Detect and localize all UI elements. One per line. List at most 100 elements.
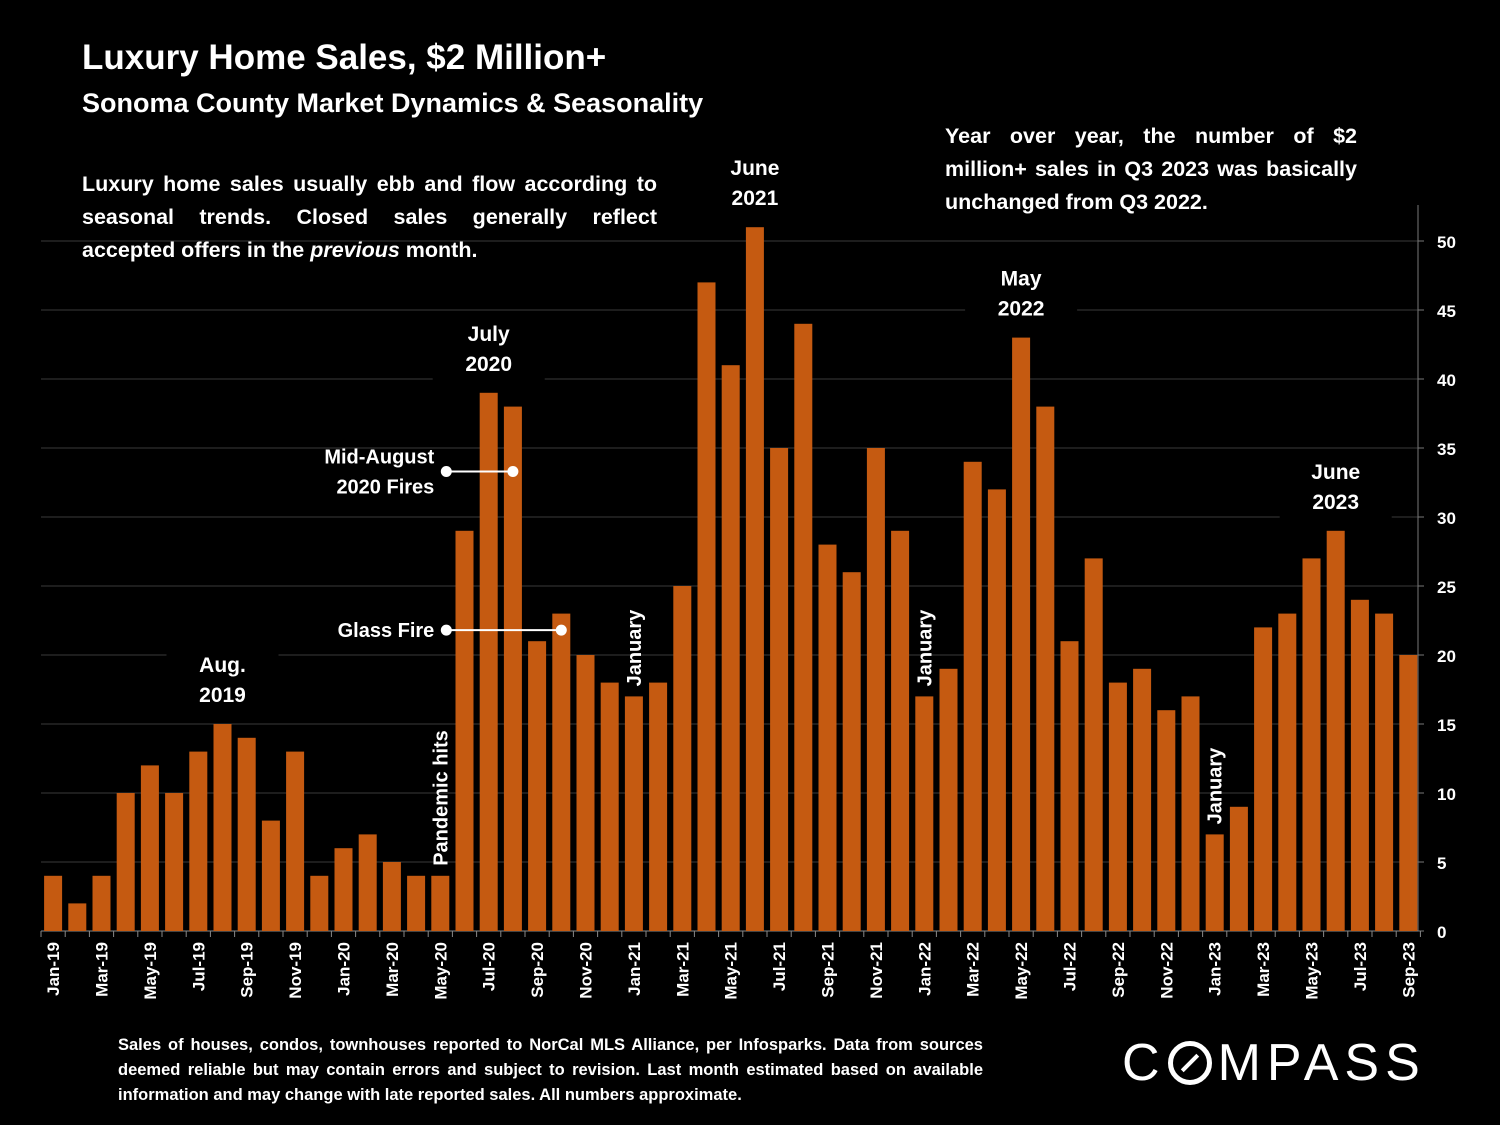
bar: [503, 406, 522, 932]
x-tick-label: Jul-23: [1351, 942, 1370, 991]
peak-annotation: 2022: [998, 298, 1045, 321]
bar: [1036, 406, 1055, 932]
bar: [358, 834, 377, 931]
compass-o-logo-icon: [1167, 1041, 1212, 1085]
y-tick-label: 30: [1437, 509, 1456, 528]
x-tick-label: May-19: [141, 942, 160, 1000]
vertical-annotation: Pandemic hits: [430, 730, 452, 866]
x-tick-label: Nov-22: [1157, 942, 1176, 999]
page-subtitle: Sonoma County Market Dynamics & Seasonal…: [82, 88, 704, 118]
x-tick-label: Mar-21: [673, 942, 692, 997]
bar: [237, 737, 256, 931]
logo-text-start: C: [1122, 1034, 1166, 1092]
bar: [1375, 613, 1394, 931]
seasonality-note-text: Luxury home sales usually ebb and flow a…: [82, 172, 657, 262]
bar: [1302, 558, 1321, 931]
bar: [721, 365, 740, 931]
peak-annotation: July: [468, 323, 510, 346]
x-tick-label: Jan-20: [335, 942, 354, 996]
x-tick-label: Sep-19: [238, 942, 257, 998]
bar: [310, 875, 329, 931]
peak-annotation: June: [730, 157, 779, 180]
x-tick-label: May-20: [431, 942, 450, 1000]
bar: [842, 572, 861, 931]
x-tick-label: Nov-19: [286, 942, 305, 999]
y-tick-label: 15: [1437, 716, 1456, 735]
bar: [382, 862, 401, 931]
bar: [1326, 530, 1345, 931]
yoy-note: Year over year, the number of $2 million…: [945, 124, 1357, 214]
bar: [1060, 641, 1079, 931]
x-tick-label: May-23: [1303, 942, 1322, 1000]
bar: [165, 793, 184, 931]
bar: [987, 489, 1006, 931]
y-tick-label: 10: [1437, 785, 1456, 804]
bar: [1278, 613, 1297, 931]
bar: [915, 696, 934, 931]
y-tick-label: 0: [1437, 923, 1446, 942]
bar: [1229, 806, 1248, 931]
x-tick-label: Mar-23: [1254, 942, 1273, 997]
bar: [261, 820, 280, 931]
x-tick-label: Sep-22: [1109, 942, 1128, 998]
bar: [649, 682, 668, 931]
bar: [528, 641, 547, 931]
x-tick-label: Jul-20: [480, 942, 499, 991]
x-tick-label: Jan-22: [915, 942, 934, 996]
bar: [1084, 558, 1103, 931]
compass-logo: C MPASS: [1122, 1033, 1426, 1093]
bar: [286, 751, 305, 931]
bar: [770, 448, 789, 931]
annotation-backdrop: [166, 642, 279, 714]
x-tick-label: May-22: [1012, 942, 1031, 1000]
bar: [431, 875, 450, 931]
peak-annotation: 2021: [732, 187, 779, 210]
seasonality-note-end: month.: [399, 238, 478, 262]
bar: [189, 751, 208, 931]
x-tick-label: Jul-19: [189, 942, 208, 991]
bar: [407, 875, 426, 931]
callout-dot: [507, 465, 519, 477]
bar: [939, 668, 958, 931]
bar: [334, 848, 353, 931]
vertical-annotation: January: [914, 609, 936, 687]
bar: [44, 875, 63, 931]
x-tick-label: Sep-21: [819, 942, 838, 998]
y-tick-label: 40: [1437, 371, 1456, 390]
callout-label: 2020 Fires: [336, 476, 434, 498]
bar: [92, 875, 111, 931]
bar: [116, 793, 135, 931]
callout-label: Mid-August: [324, 446, 434, 468]
bar: [600, 682, 619, 931]
annotation-backdrop: [698, 145, 811, 218]
bar: [1108, 682, 1127, 931]
seasonality-note-emphasis: previous: [310, 238, 400, 262]
bar: [891, 530, 910, 931]
bar: [1157, 710, 1176, 931]
annotation-backdrop: [432, 310, 545, 383]
x-tick-label: May-21: [722, 942, 741, 1000]
bar: [576, 655, 595, 931]
x-tick-label: Jul-22: [1061, 942, 1080, 991]
bar: [1254, 627, 1273, 931]
annotation-backdrop: [1279, 448, 1392, 521]
vertical-annotation: January: [1205, 747, 1227, 825]
logo-text-end: MPASS: [1217, 1034, 1426, 1092]
x-tick-label: Sep-23: [1399, 942, 1418, 998]
callout-dot: [440, 465, 452, 477]
bar: [624, 696, 643, 931]
x-tick-label: Mar-19: [93, 942, 112, 997]
bar: [68, 903, 87, 931]
callout-dot: [440, 624, 452, 636]
y-tick-label: 5: [1437, 854, 1446, 873]
bar: [697, 282, 716, 931]
x-tick-label: Mar-20: [383, 942, 402, 997]
x-tick-label: Mar-22: [964, 942, 983, 997]
bar: [673, 586, 692, 931]
bar: [963, 461, 982, 931]
peak-annotation: Aug.: [199, 654, 246, 677]
y-tick-label: 35: [1437, 440, 1456, 459]
x-tick-label: Jan-23: [1206, 942, 1225, 996]
annotation-backdrop: [965, 255, 1078, 328]
